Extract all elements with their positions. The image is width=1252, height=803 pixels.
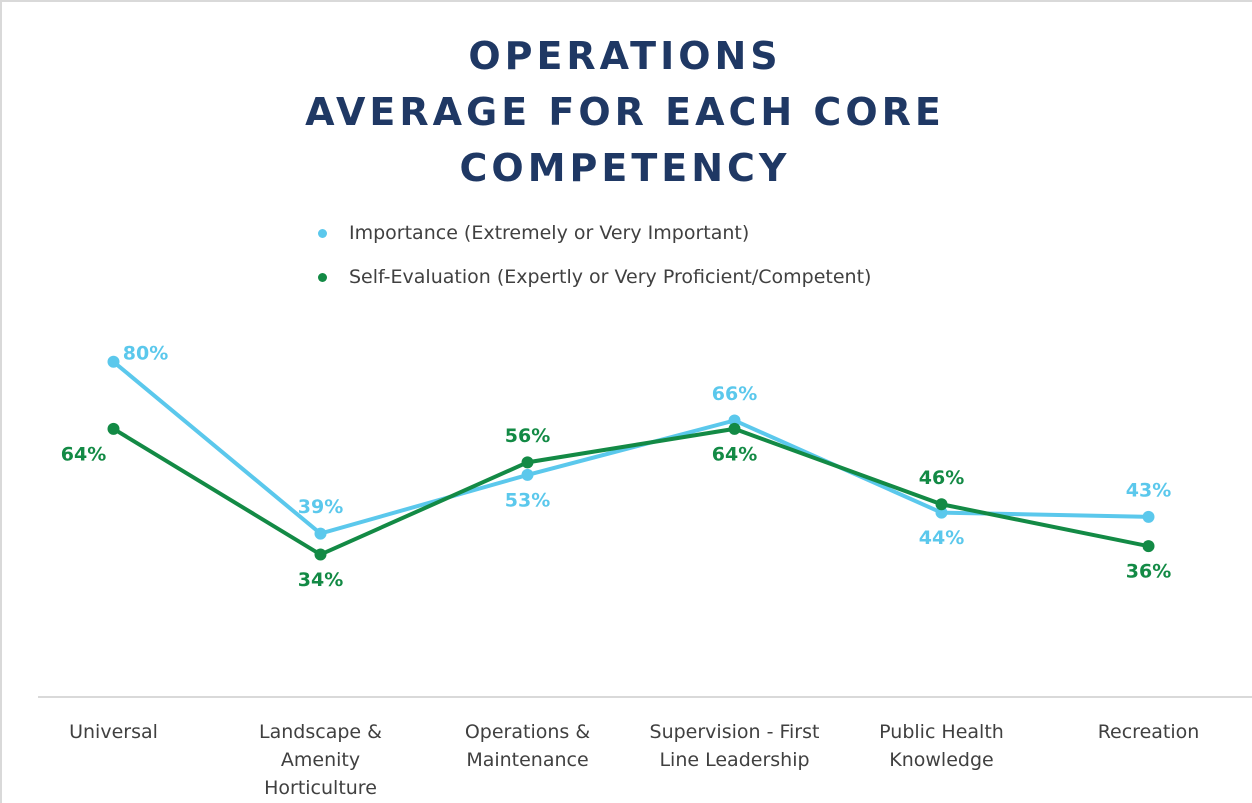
data-label: 56% (505, 425, 550, 447)
data-label: 66% (712, 383, 757, 405)
data-label: 39% (298, 496, 343, 518)
data-label: 46% (919, 467, 964, 489)
data-point (1142, 510, 1155, 523)
series-line (112, 426, 1149, 557)
data-point (314, 527, 327, 540)
data-label: 36% (1126, 561, 1171, 583)
legend-marker (318, 273, 327, 282)
data-label: 53% (505, 489, 550, 511)
data-point (728, 414, 741, 427)
data-label: 80% (123, 342, 168, 364)
data-point (935, 506, 948, 519)
data-point (521, 468, 534, 481)
legend-item: Importance (Extremely or Very Important) (318, 222, 749, 244)
x-tick-label: Recreation (1097, 721, 1200, 743)
data-label: 44% (919, 527, 964, 549)
x-tick-label: Public Health Knowledge (879, 721, 1004, 771)
data-point (314, 548, 327, 561)
legend-label: Self-Evaluation (Expertly or Very Profic… (349, 266, 872, 288)
data-label: 64% (61, 443, 106, 465)
data-label: 64% (712, 443, 757, 465)
data-point (107, 422, 120, 435)
data-point (521, 456, 534, 469)
x-tick-label: Supervision - First Line Leadership (649, 721, 820, 771)
data-point (1142, 540, 1155, 553)
legend-item: Self-Evaluation (Expertly or Very Profic… (318, 266, 871, 288)
x-tick-label: Landscape & Amenity Horticulture (259, 721, 382, 799)
series-line (112, 360, 1149, 536)
x-tick-label: Universal (69, 721, 158, 743)
data-point (728, 422, 741, 435)
legend-marker (318, 229, 327, 238)
x-tick-label: Operations & Maintenance (464, 721, 591, 771)
data-point (935, 498, 948, 511)
chart-title: OPERATIONS AVERAGE FOR EACH CORE COMPETE… (305, 34, 945, 190)
data-label: 34% (298, 569, 343, 591)
legend-label: Importance (Extremely or Very Important) (349, 222, 750, 244)
data-point (107, 355, 120, 368)
data-label: 43% (1126, 479, 1171, 501)
